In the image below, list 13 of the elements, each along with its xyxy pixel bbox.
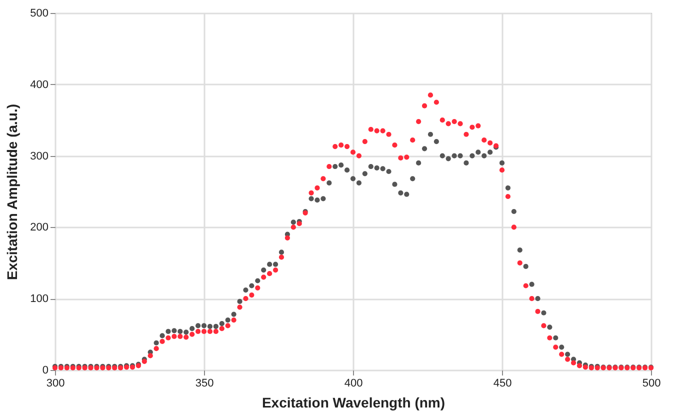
x-axis-title: Excitation Wavelength (nm) [262, 394, 446, 410]
x-tick-label: 350 [195, 378, 214, 390]
x-tick-label: 300 [46, 378, 65, 390]
y-tick-label: 500 [30, 8, 48, 20]
y-tick-label: 400 [30, 78, 48, 91]
x-tick-label: 450 [493, 378, 512, 390]
x-tick-label: 400 [344, 378, 363, 390]
y-tick-label: 0 [42, 364, 48, 376]
y-tick-label: 100 [30, 293, 48, 306]
y-tick-label: 300 [30, 150, 48, 162]
y-axis-title: Excitation Amplitude (a.u.) [4, 104, 20, 280]
y-tick-label: 200 [30, 222, 48, 234]
x-tick-label: 500 [642, 378, 661, 390]
